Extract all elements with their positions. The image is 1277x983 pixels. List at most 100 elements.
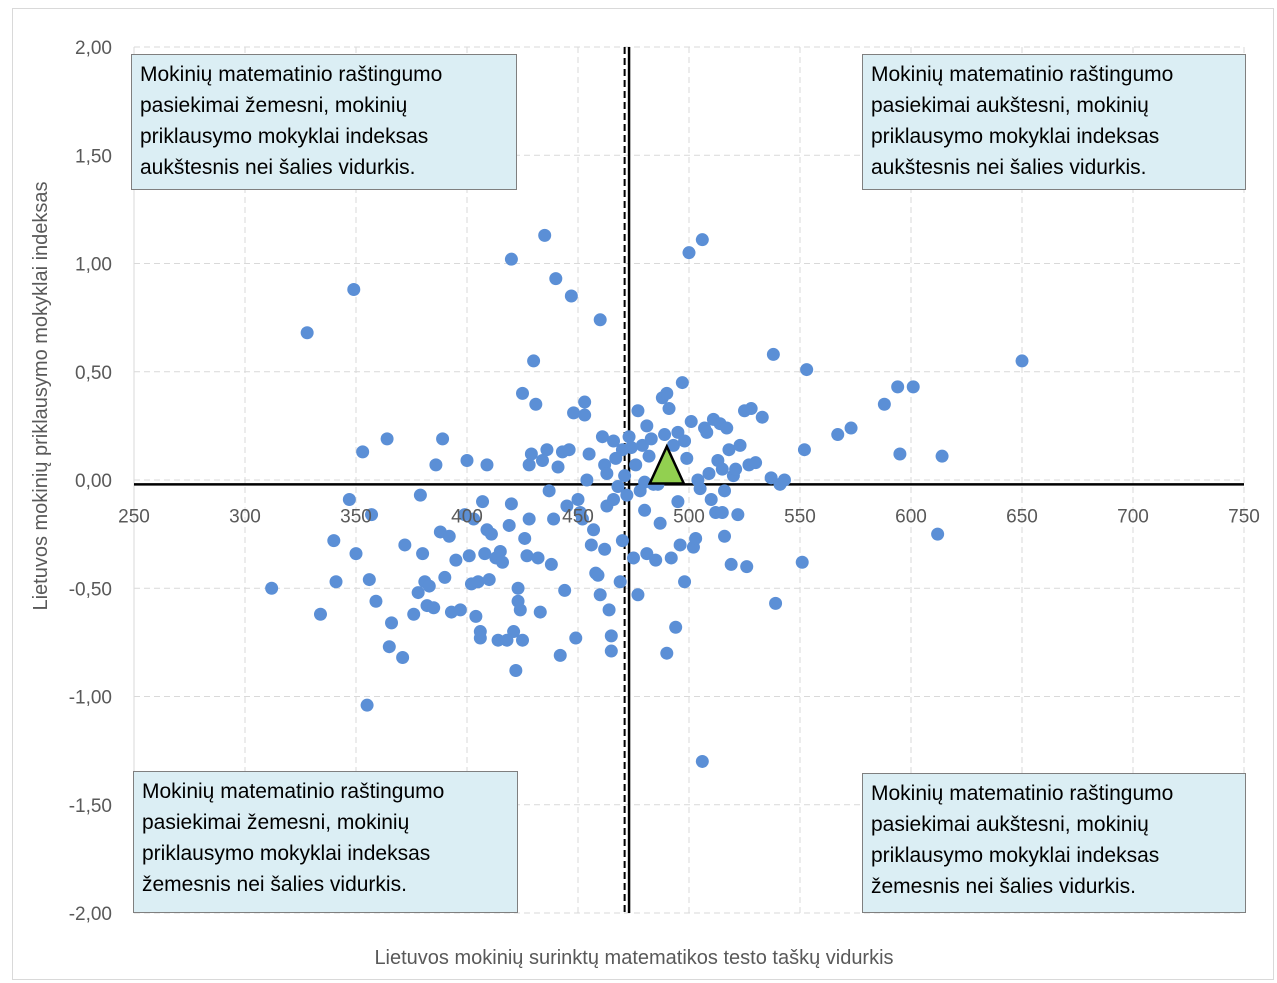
data-point xyxy=(469,609,483,623)
data-point xyxy=(427,601,441,615)
data-point xyxy=(715,505,729,519)
data-point xyxy=(484,527,498,541)
data-point xyxy=(580,473,594,487)
data-point xyxy=(631,404,645,418)
chart-frame xyxy=(12,8,1274,980)
data-points xyxy=(265,228,1029,768)
data-point xyxy=(604,644,618,658)
data-point xyxy=(680,451,694,465)
data-point xyxy=(327,534,341,548)
data-point xyxy=(313,607,327,621)
data-point xyxy=(749,456,763,470)
data-point xyxy=(591,568,605,582)
x-tick-label: 450 xyxy=(562,506,594,527)
x-tick-label: 500 xyxy=(673,506,705,527)
data-point xyxy=(1015,354,1029,368)
data-point xyxy=(638,503,652,517)
highlight-triangle-marker xyxy=(647,443,686,485)
y-tick-label: 0,00 xyxy=(75,471,112,492)
data-point xyxy=(769,596,783,610)
data-point xyxy=(533,605,547,619)
data-point xyxy=(478,547,492,561)
data-point xyxy=(527,354,541,368)
data-point xyxy=(795,555,809,569)
data-point xyxy=(715,462,729,476)
data-point xyxy=(611,479,625,493)
data-point xyxy=(507,625,521,639)
data-point xyxy=(480,458,494,472)
x-tick-label: 750 xyxy=(1228,506,1260,527)
data-point xyxy=(513,603,527,617)
y-tick-label: 2,00 xyxy=(75,38,112,59)
x-tick-label: 300 xyxy=(229,506,261,527)
data-point xyxy=(349,547,363,561)
data-point xyxy=(380,432,394,446)
data-point xyxy=(675,376,689,390)
quadrant-line: pasiekimai aukštesni, mokinių xyxy=(871,813,1149,836)
quadrant-line: priklausymo mokyklai indeksas xyxy=(142,842,431,865)
data-point xyxy=(593,313,607,327)
highlight-layer xyxy=(647,443,686,485)
data-point xyxy=(553,648,567,662)
quadrant-line: priklausymo mokyklai indeksas xyxy=(871,844,1160,867)
tick-labels: 250 300 350 400 450 500 550 600 650 700 750 2,00 1,5… xyxy=(69,38,1260,925)
data-point xyxy=(453,603,467,617)
data-point xyxy=(407,607,421,621)
data-point xyxy=(700,425,714,439)
data-point xyxy=(567,406,581,420)
data-point xyxy=(587,523,601,537)
data-point xyxy=(575,512,589,526)
data-point xyxy=(682,246,696,260)
data-point xyxy=(593,588,607,602)
data-point xyxy=(509,664,523,678)
data-point xyxy=(518,531,532,545)
data-point xyxy=(504,252,518,266)
data-point xyxy=(595,430,609,444)
data-point xyxy=(347,282,361,296)
data-point xyxy=(620,488,634,502)
data-point xyxy=(644,432,658,446)
data-point xyxy=(906,380,920,394)
data-point xyxy=(416,547,430,561)
data-point xyxy=(931,527,945,541)
data-point xyxy=(666,438,680,452)
data-point xyxy=(642,449,656,463)
quadrant-line: Mokinių matematinio raštingumo xyxy=(140,63,443,86)
data-point xyxy=(467,512,481,526)
data-point xyxy=(777,473,791,487)
quadrant-line: pasiekimai žemesni, mokinių xyxy=(140,94,408,117)
data-point xyxy=(524,447,538,461)
data-point xyxy=(702,467,716,481)
data-point xyxy=(615,534,629,548)
data-point xyxy=(522,512,536,526)
data-point xyxy=(300,326,314,340)
quadrant-line: priklausymo mokyklai indeksas xyxy=(140,125,429,148)
quadrant-line: Mokinių matematinio raštingumo xyxy=(871,63,1174,86)
data-point xyxy=(797,443,811,457)
quadrant-box-top-left: Mokinių matematinio raštingumo pasiekima… xyxy=(131,54,517,190)
data-point xyxy=(429,458,443,472)
data-point xyxy=(535,454,549,468)
data-point xyxy=(627,551,640,565)
data-point xyxy=(496,555,510,569)
data-point xyxy=(582,447,596,461)
data-point xyxy=(669,620,683,634)
x-axis-label: Lietuvos mokinių surinktų matematikos te… xyxy=(374,947,893,969)
data-point xyxy=(678,575,692,589)
data-point xyxy=(382,640,396,654)
data-point xyxy=(740,560,754,574)
data-point xyxy=(722,443,736,457)
data-point xyxy=(460,454,474,468)
data-point xyxy=(362,573,376,587)
data-point xyxy=(720,421,734,435)
x-tick-label: 350 xyxy=(340,506,372,527)
data-point xyxy=(693,482,707,496)
data-point xyxy=(365,508,379,522)
data-point xyxy=(891,380,905,394)
data-point xyxy=(529,397,543,411)
data-point xyxy=(360,698,374,712)
data-point xyxy=(398,538,412,552)
data-point xyxy=(516,633,529,647)
data-point xyxy=(540,443,554,457)
y-axis-label: Lietuvos mokinių priklausymo mokyklai in… xyxy=(30,181,52,610)
